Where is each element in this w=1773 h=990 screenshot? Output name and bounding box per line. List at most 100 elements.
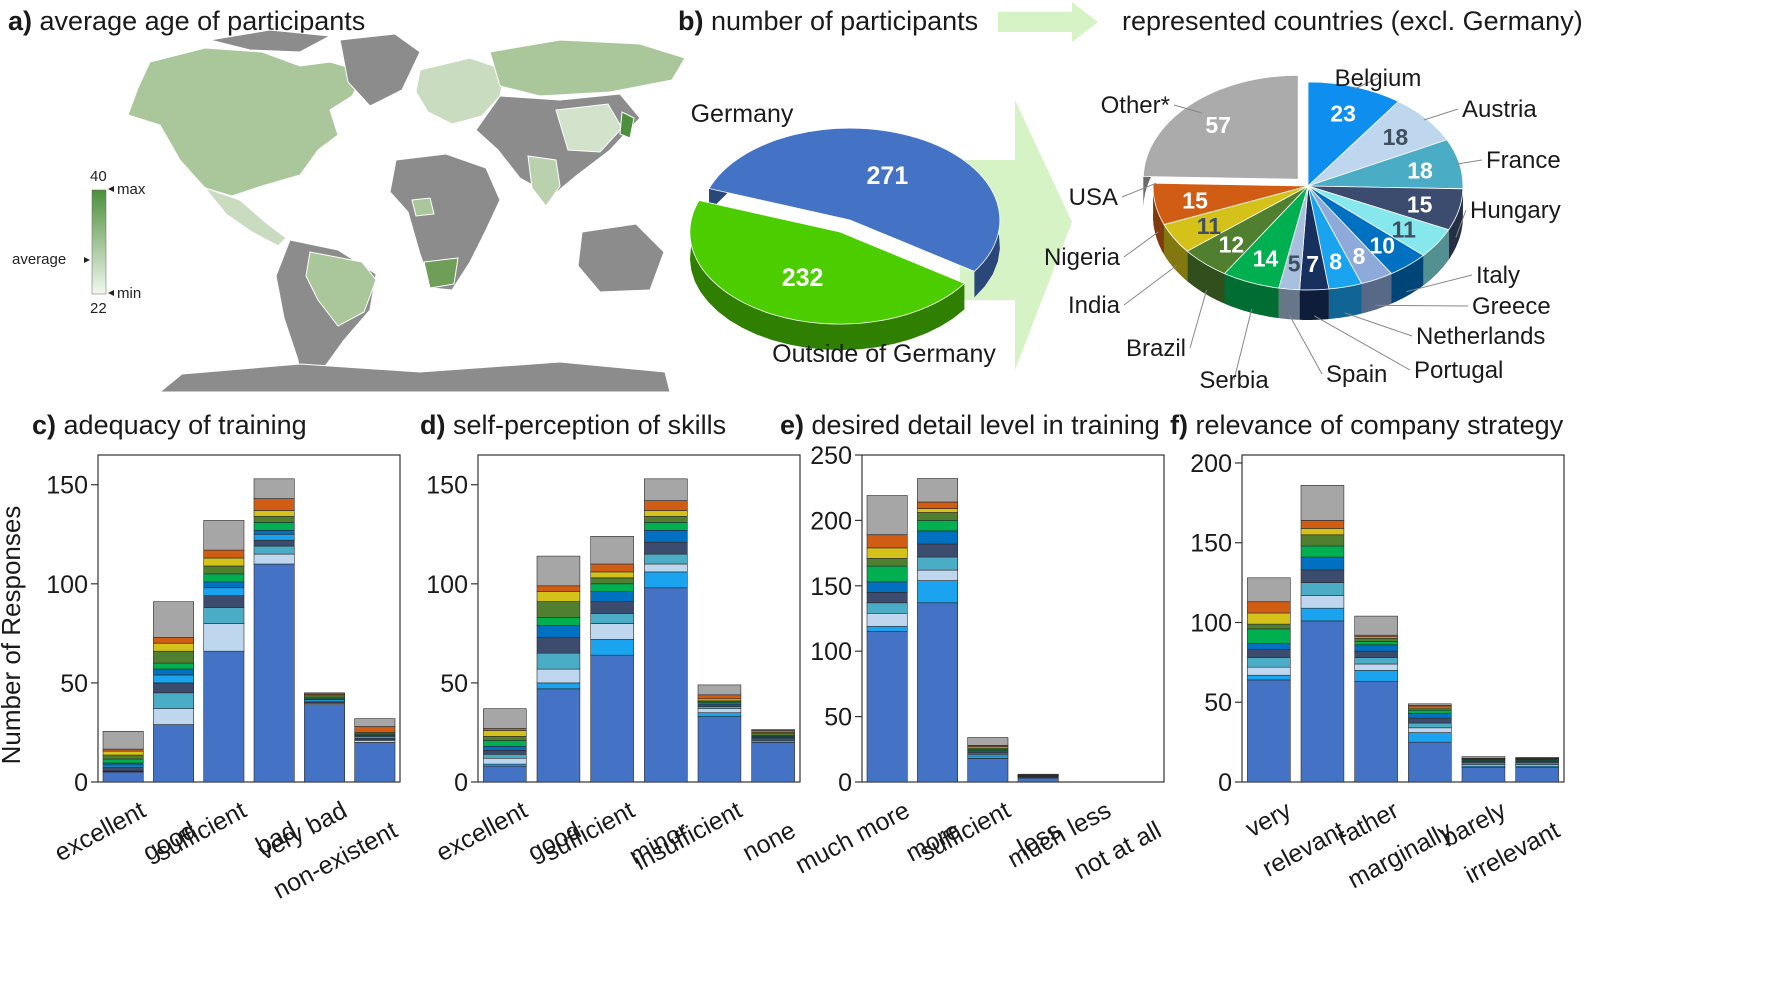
y-axis-label: Number of Responses	[0, 506, 26, 765]
bar-segment	[483, 740, 527, 747]
panel-a-title: a) average age of participants	[8, 6, 366, 36]
bar-panel-f: 050100150200veryrelevantrathermarginally…	[1190, 450, 1565, 894]
bar-segment	[644, 510, 688, 517]
pie-leader-line	[1313, 315, 1411, 371]
bar-segment	[253, 510, 295, 517]
bar-segment	[483, 745, 527, 751]
pie-value-label: 15	[1182, 188, 1208, 214]
pie-leader-line	[1123, 231, 1159, 258]
bar-segment	[1247, 642, 1291, 650]
y-tick-label: 150	[426, 472, 468, 500]
y-tick-label: 150	[46, 472, 88, 500]
bar-segment	[1461, 767, 1506, 783]
bar-segment	[917, 543, 959, 558]
bar-segment	[102, 750, 144, 756]
bar-segment	[866, 495, 908, 536]
bar-segment	[644, 571, 688, 589]
pie-label-france: France	[1486, 147, 1561, 174]
small-arrow-icon	[998, 2, 1098, 42]
bar-segment	[1408, 717, 1452, 724]
bar-segment	[917, 508, 959, 513]
legend-min-arrow-icon	[108, 290, 114, 296]
pie-value-label: 10	[1370, 233, 1396, 259]
bar-segment	[1354, 638, 1398, 642]
bar-segment	[203, 557, 245, 567]
pie-value-label: 18	[1407, 158, 1433, 184]
pie-slice-side	[1164, 224, 1188, 282]
bar-segment	[967, 737, 1009, 746]
bar-segment	[153, 674, 194, 684]
bar-segment	[536, 601, 581, 618]
bar-segment	[304, 704, 345, 783]
bar-segment	[697, 708, 742, 714]
bar-segment	[1354, 681, 1398, 783]
pie-slice-side	[1187, 251, 1225, 304]
bar-segment	[917, 512, 959, 521]
bar-segment	[917, 520, 959, 532]
pie-label-netherlands: Netherlands	[1416, 323, 1545, 350]
pie-label-serbia: Serbia	[1199, 367, 1269, 394]
pie-slice-germany	[708, 127, 1001, 272]
bar-segment	[354, 742, 396, 783]
bar-segment	[102, 754, 144, 760]
pie-value-label: 11	[1392, 216, 1417, 242]
map-central-america	[203, 186, 287, 247]
bar-segment	[536, 688, 581, 783]
y-tick-label: 200	[1190, 450, 1232, 478]
bar-segment	[153, 682, 194, 694]
map-australia	[577, 223, 665, 293]
bar-segment	[483, 708, 527, 729]
bar-segment	[203, 607, 245, 624]
map-china	[555, 103, 623, 153]
pie-value-label: 271	[867, 162, 909, 190]
panel-d-title: d) self-perception of skills	[420, 410, 727, 440]
bar-segment	[203, 650, 245, 783]
bar-segment	[536, 591, 581, 602]
pie-leader-line	[1233, 308, 1253, 381]
bar-segment	[697, 716, 742, 783]
map-nigeria	[411, 197, 435, 217]
map-brazil	[305, 251, 377, 327]
pie-label-germany: Germany	[691, 100, 794, 128]
pie-label-greece: Greece	[1472, 293, 1551, 320]
bar-segment	[967, 758, 1009, 783]
bar-segment	[644, 587, 688, 783]
pie-slice-side	[1423, 229, 1449, 286]
pie-slice-side	[1278, 288, 1300, 320]
bar-segment	[253, 516, 295, 523]
bar-segment	[1300, 607, 1345, 622]
legend-average-arrow-icon	[84, 257, 90, 263]
bar-segment	[102, 766, 144, 772]
bar-segment	[590, 591, 634, 602]
bar-segment	[1247, 649, 1291, 658]
y-tick-label: 50	[824, 704, 852, 732]
bar-segment	[203, 520, 245, 551]
bar-segment	[483, 753, 527, 759]
bar-segment	[697, 694, 742, 700]
bar-segment	[1300, 528, 1345, 536]
bar-segment	[203, 595, 245, 608]
legend-average-label: average	[12, 251, 66, 268]
pie-slice-side	[1153, 183, 1164, 255]
bar-segment	[536, 617, 581, 626]
bar-segment	[1017, 777, 1059, 783]
bar-segment	[1247, 657, 1291, 668]
pie-leader-line	[1123, 264, 1178, 306]
pie-value-label: 8	[1353, 243, 1366, 269]
x-tick-label: none	[738, 816, 800, 867]
pie-slice-belgium	[1307, 81, 1400, 187]
bar-segment	[483, 749, 527, 755]
x-tick-label: excellent	[50, 796, 150, 867]
bar-segment	[483, 757, 527, 765]
legend-max-label: max	[117, 181, 146, 198]
bar-segment	[644, 478, 688, 501]
bar-segment	[1247, 628, 1291, 644]
bar-segment	[751, 729, 795, 731]
legend-max-arrow-icon	[108, 186, 114, 192]
bar-segment	[153, 662, 194, 670]
bar-segment	[1300, 556, 1345, 571]
pie-label-india: India	[1068, 292, 1121, 319]
bar-segment	[354, 726, 396, 733]
bar-segment	[644, 522, 688, 531]
